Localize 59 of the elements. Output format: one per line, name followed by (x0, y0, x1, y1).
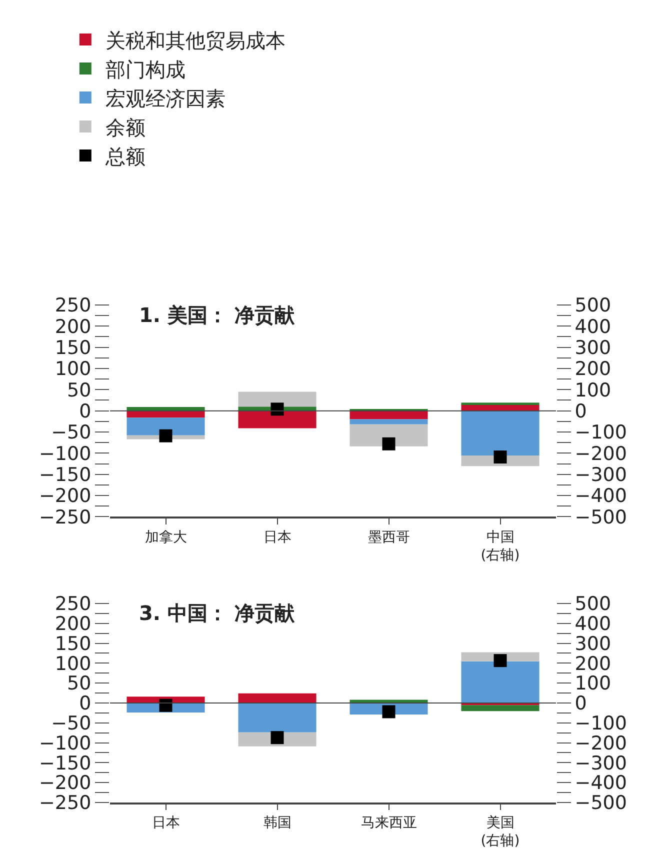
x-tick-label: 加拿大 (144, 529, 187, 546)
y-tick-label: 100 (54, 358, 92, 380)
legend-label: 关税和其他贸易成本 (105, 28, 286, 52)
y-tick-label: 250 (54, 593, 92, 616)
x-tick-label: 日本 (263, 529, 292, 546)
y-tick-label: −100 (39, 442, 92, 465)
y2-tick-label: 500 (574, 593, 612, 616)
x-tick-label: 美国 (右轴) (480, 815, 520, 850)
y-tick-label: −50 (51, 422, 92, 444)
y-tick-label: 0 (79, 692, 92, 715)
y-tick-label: −250 (39, 506, 92, 528)
y2-tick-label: −300 (574, 752, 627, 774)
y2-tick-label: −500 (574, 792, 627, 814)
y-tick-label: 50 (67, 379, 92, 402)
y2-tick-label: 200 (574, 652, 612, 675)
x-tick-label: 马来西亚 (360, 815, 417, 832)
y-tick-label: −200 (39, 485, 92, 508)
legend-label: 余额 (105, 115, 146, 140)
y-tick-label: 50 (67, 672, 92, 695)
y-tick-label: 100 (54, 652, 92, 675)
y-tick-label: −100 (39, 732, 92, 754)
y2-tick-label: 300 (574, 632, 612, 655)
legend-label: 宏观经济因素 (105, 86, 226, 110)
y2-tick-label: 0 (574, 400, 587, 422)
x-tick-label: 墨西哥 (368, 529, 410, 546)
y2-tick-label: −200 (574, 732, 627, 754)
y2-tick-label: −100 (574, 422, 627, 444)
chart-title: 1. 美国： 净贡献 (139, 303, 296, 327)
y2-tick-label: 400 (574, 316, 612, 338)
y-tick-label: 200 (54, 316, 92, 338)
y-tick-label: −250 (39, 792, 92, 814)
y2-tick-label: 400 (574, 613, 612, 636)
y-tick-label: −150 (39, 752, 92, 774)
y2-tick-label: 500 (574, 294, 612, 317)
y2-tick-label: 100 (574, 672, 612, 695)
y2-tick-label: 200 (574, 358, 612, 380)
y2-tick-label: 100 (574, 379, 612, 402)
y-tick-label: 0 (79, 400, 92, 422)
x-tick-label: 中国 (右轴) (480, 529, 520, 564)
chart-title: 3. 中国： 净贡献 (139, 601, 296, 625)
y2-tick-label: −400 (574, 485, 627, 508)
x-tick-label: 韩国 (263, 815, 292, 832)
y2-tick-label: 0 (574, 692, 587, 715)
y-tick-label: 150 (54, 336, 92, 359)
y-tick-label: −50 (51, 712, 92, 735)
y2-tick-label: −100 (574, 712, 627, 735)
y2-tick-label: −200 (574, 442, 627, 465)
y2-tick-label: −400 (574, 772, 627, 794)
y-tick-label: −150 (39, 464, 92, 486)
legend-label: 总额 (104, 144, 146, 168)
legend-label: 部门构成 (105, 57, 186, 82)
y2-tick-label: −300 (574, 464, 627, 486)
y-tick-label: 150 (54, 632, 92, 655)
y-tick-label: −200 (39, 772, 92, 794)
y2-tick-label: −500 (574, 506, 627, 528)
y-tick-label: 250 (54, 294, 92, 317)
y2-tick-label: 300 (574, 336, 612, 359)
y-tick-label: 200 (54, 613, 92, 636)
x-tick-label: 日本 (152, 815, 180, 832)
